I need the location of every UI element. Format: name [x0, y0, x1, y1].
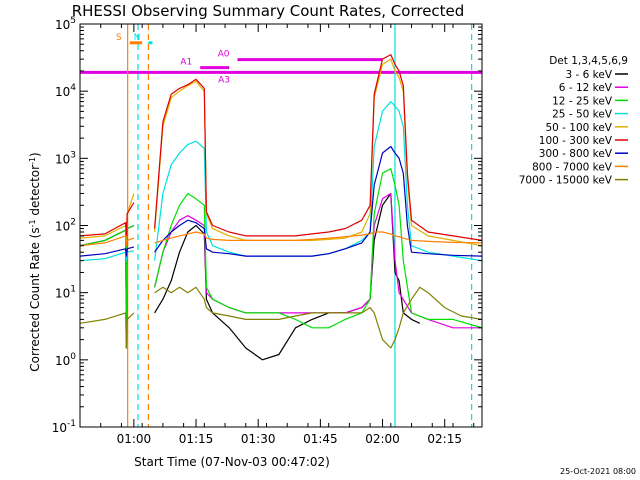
legend-label: 25 - 50 keV [552, 109, 613, 121]
x-tick-label: 01:45 [303, 432, 338, 446]
legend-label: 3 - 6 keV [565, 69, 612, 81]
series-line [80, 224, 135, 329]
x-axis-label: Start Time (07-Nov-03 00:47:02) [134, 455, 330, 469]
series-line [80, 202, 135, 237]
annotation-label: N [134, 33, 141, 43]
series-group [80, 53, 482, 361]
series-line [154, 168, 482, 329]
series-line [154, 231, 482, 244]
plot-area: S N A1 A0 A3 [80, 24, 482, 427]
y-tick-label: 100 [55, 352, 76, 368]
annotation-label: A3 [218, 75, 230, 85]
y-axis-label: Corrected Count Rate (s-1 detector-1) [28, 152, 42, 371]
annotation-label: S [116, 33, 122, 43]
timestamp: 25-Oct-2021 08:00 [560, 467, 636, 476]
legend-label: 50 - 100 keV [545, 122, 612, 134]
series-line [154, 192, 482, 329]
legend-label: 7000 - 15000 keV [519, 175, 613, 187]
x-tick-label: 02:15 [427, 432, 462, 446]
legend-label: 800 - 7000 keV [532, 161, 613, 173]
x-tick-label: 01:30 [241, 432, 276, 446]
axes: 01:00 01:15 01:30 01:45 02:00 02:15 10-1 100 101… [52, 16, 482, 446]
attenuator-annotations: S N A1 A0 A3 [80, 33, 482, 85]
y-tick-label: 104 [55, 83, 76, 99]
x-tick-label: 01:00 [117, 432, 152, 446]
series-line [80, 312, 135, 349]
series-line [80, 246, 135, 257]
y-tick-label: 103 [55, 150, 76, 166]
annotation-label: A1 [180, 58, 192, 68]
series-line [154, 145, 482, 257]
legend-label: 12 - 25 keV [552, 95, 613, 107]
y-tick-label: 101 [55, 285, 76, 301]
x-tick-label: 01:15 [179, 432, 214, 446]
legend-label: 6 - 12 keV [559, 82, 613, 94]
x-tick-label: 02:00 [365, 432, 400, 446]
legend-label: 300 - 800 keV [539, 148, 613, 160]
series-line [154, 53, 482, 241]
series-line [154, 286, 482, 349]
plot-frame [79, 23, 483, 428]
series-line [80, 235, 135, 247]
chart-title: RHESSI Observing Summary Count Rates, Co… [72, 2, 465, 20]
series-line [154, 192, 421, 361]
y-tick-label: 10-1 [52, 419, 76, 435]
marker-lines [127, 24, 473, 427]
y-tick-label: 105 [55, 16, 76, 32]
y-tick-label: 102 [55, 218, 76, 234]
annotation-label: A0 [218, 50, 230, 60]
legend-title: Det 1,3,4,5,6,9 [549, 55, 628, 67]
legend-label: 100 - 300 keV [539, 135, 613, 147]
